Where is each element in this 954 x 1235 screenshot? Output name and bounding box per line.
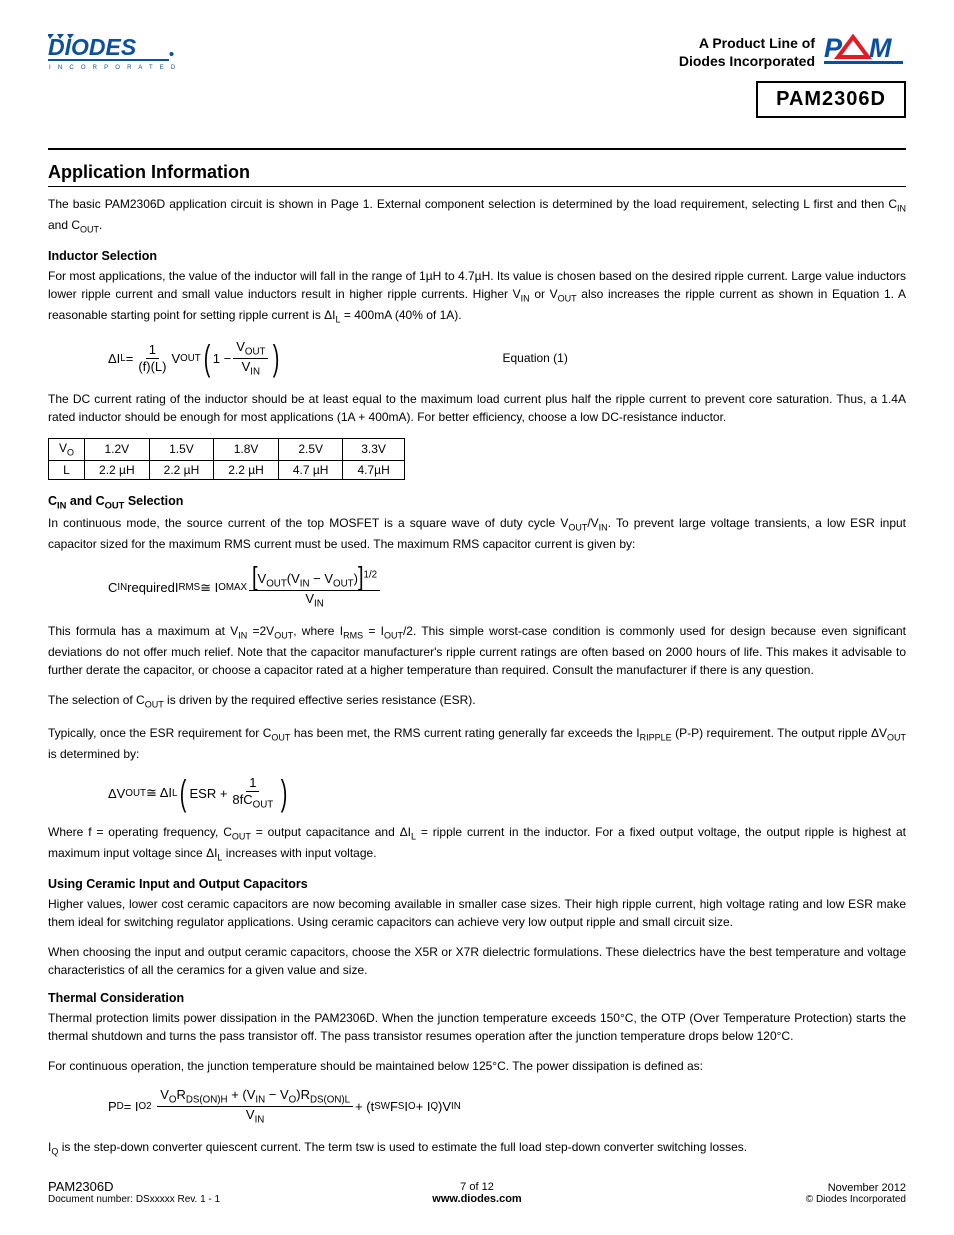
- product-line-2: Diodes Incorporated: [679, 53, 815, 71]
- svg-text:I N C O R P O R A T E D: I N C O R P O R A T E D: [49, 65, 178, 71]
- thermal-p1: Thermal protection limits power dissipat…: [48, 1009, 906, 1045]
- page-footer: PAM2306D Document number: DSxxxxx Rev. 1…: [48, 1179, 906, 1205]
- part-number-box: PAM2306D: [756, 81, 906, 118]
- header-divider: [48, 148, 906, 150]
- footer-date: November 2012: [620, 1182, 906, 1194]
- equation-1: ΔIL = 1(f)(L) VOUT ( 1 − VOUT VIN ) Equa…: [48, 339, 906, 379]
- footer-copyright: © Diodes Incorporated: [620, 1194, 906, 1205]
- equation-pd: PD = IO2 VORDS(ON)H + (VIN − VO)RDS(ON)L…: [48, 1087, 906, 1127]
- cap-heading: CIN and COUT Selection: [48, 494, 906, 511]
- diodes-logo: DIODES I N C O R P O R A T E D: [48, 30, 223, 83]
- thermal-p2: For continuous operation, the junction t…: [48, 1057, 906, 1075]
- page-header: DIODES I N C O R P O R A T E D A Product…: [48, 30, 906, 118]
- svg-text:DIODES: DIODES: [48, 34, 137, 60]
- equation-cin: CINrequiredIRMS ≅ IOMAX [VOUT(VIN − VOUT…: [48, 565, 906, 611]
- section-title: Application Information: [48, 162, 906, 187]
- inductor-p1: For most applications, the value of the …: [48, 267, 906, 327]
- cap-p5: Where f = operating frequency, COUT = ou…: [48, 823, 906, 865]
- intro-paragraph: The basic PAM2306D application circuit i…: [48, 195, 906, 237]
- inductor-p2: The DC current rating of the inductor sh…: [48, 390, 906, 426]
- ceramic-p1: Higher values, lower cost ceramic capaci…: [48, 895, 906, 931]
- table-row: VO 1.2V 1.5V 1.8V 2.5V 3.3V: [49, 439, 405, 460]
- cap-p2: This formula has a maximum at VIN =2VOUT…: [48, 622, 906, 679]
- footer-page: 7 of 12: [334, 1181, 620, 1193]
- cap-p3: The selection of COUT is driven by the r…: [48, 691, 906, 712]
- equation-1-label: Equation (1): [502, 351, 567, 365]
- ceramic-p2: When choosing the input and output ceram…: [48, 943, 906, 979]
- footer-part: PAM2306D: [48, 1179, 334, 1194]
- cap-p1: In continuous mode, the source current o…: [48, 514, 906, 553]
- ceramic-heading: Using Ceramic Input and Output Capacitor…: [48, 877, 906, 891]
- table-row: L 2.2 µH 2.2 µH 2.2 µH 4.7 µH 4.7µH: [49, 460, 405, 479]
- thermal-heading: Thermal Consideration: [48, 991, 906, 1005]
- inductor-heading: Inductor Selection: [48, 249, 906, 263]
- equation-vout: ΔVOUT ≅ ΔIL ( ESR + 1 8fCOUT ): [48, 775, 906, 811]
- svg-text:M: M: [869, 33, 892, 63]
- product-line-1: A Product Line of: [679, 35, 815, 53]
- footer-doc: Document number: DSxxxxx Rev. 1 - 1: [48, 1194, 334, 1205]
- pam-logo: P M: [821, 30, 906, 75]
- thermal-p3: IQ is the step-down converter quiescent …: [48, 1138, 906, 1159]
- cap-p4: Typically, once the ESR requirement for …: [48, 724, 906, 763]
- footer-url: www.diodes.com: [334, 1193, 620, 1205]
- inductor-table: VO 1.2V 1.5V 1.8V 2.5V 3.3V L 2.2 µH 2.2…: [48, 438, 405, 479]
- header-right: A Product Line of Diodes Incorporated P …: [679, 30, 906, 118]
